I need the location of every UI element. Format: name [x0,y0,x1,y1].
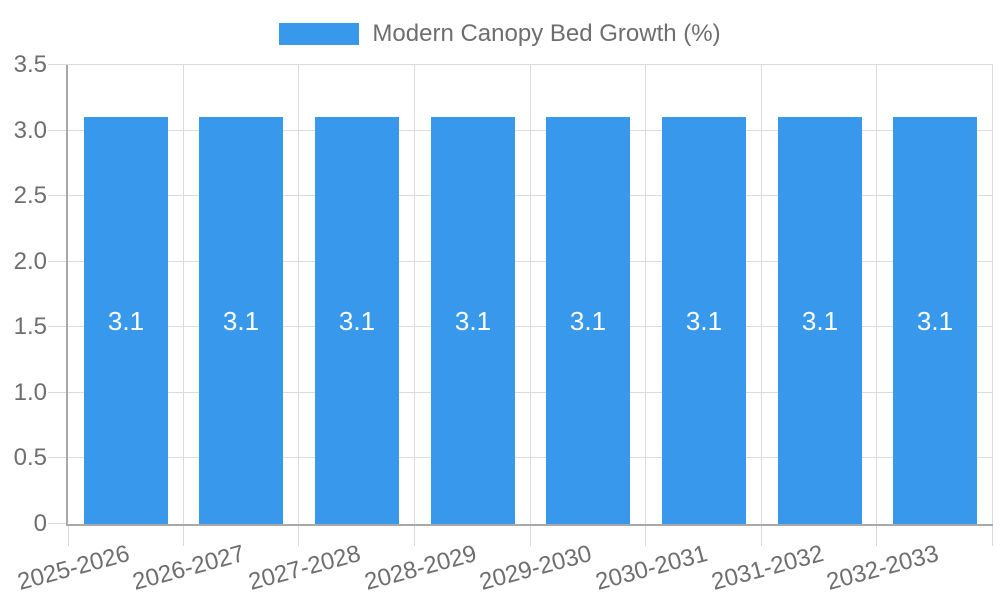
v-gridline [761,65,762,524]
y-tick-label: 3.5 [13,51,47,78]
bar-value-label: 3.1 [107,306,145,336]
y-tick-label: 2.0 [13,248,47,275]
bar-2032-2033[interactable] [893,117,977,524]
x-axis-line [66,524,993,526]
x-tick-label: 2032-2033 [823,540,942,596]
legend[interactable]: Modern Canopy Bed Growth (%) [0,21,1000,47]
x-tick-label: 2027-2028 [245,540,364,596]
bar-value-label: 3.1 [338,306,376,336]
y-axis-tick [48,261,68,262]
x-tick-label: 2028-2029 [361,540,480,596]
v-gridline [298,65,299,524]
x-axis-tick [414,526,415,546]
bar-value-label: 3.1 [685,306,723,336]
x-axis-tick [183,526,184,546]
bar-2025-2026[interactable] [84,117,168,524]
y-axis-tick [48,392,68,393]
bar-value-label: 3.1 [454,306,492,336]
y-tick-label: 1.0 [13,379,47,406]
x-axis-tick [298,526,299,546]
y-axis-tick [48,457,68,458]
bar-2027-2028[interactable] [315,117,399,524]
bar-2028-2029[interactable] [431,117,515,524]
y-tick-label: 0 [33,510,47,537]
x-tick-label: 2025-2026 [14,540,133,596]
x-axis-tick [645,526,646,546]
x-tick-label: 2030-2031 [592,540,711,596]
v-gridline [414,65,415,524]
x-tick-label: 2031-2032 [708,540,827,596]
bar-value-label: 3.1 [569,306,607,336]
x-axis-tick [876,526,877,546]
x-axis-tick [761,526,762,546]
h-gridline [68,64,993,65]
v-gridline [645,65,646,524]
bar-value-label: 3.1 [801,306,839,336]
x-axis-tick [68,526,69,546]
v-gridline [530,65,531,524]
y-tick-label: 0.5 [13,444,47,471]
plot-area: 0 0.5 1.0 1.5 2.0 2.5 3.0 3.5 3.1 2025-2026 3.1 202… [14,53,993,596]
x-tick-label: 2029-2030 [476,540,595,596]
y-axis-tick [48,64,68,65]
v-gridline [992,65,993,524]
y-axis-line [66,65,68,526]
y-tick-label: 2.5 [13,182,47,209]
bar-2031-2032[interactable] [778,117,862,524]
x-axis-tick [992,526,993,546]
x-axis-tick [530,526,531,546]
y-tick-label: 1.5 [13,313,47,340]
y-axis-tick [48,523,68,524]
v-gridline [183,65,184,524]
bar-2026-2027[interactable] [199,117,283,524]
y-axis-tick [48,326,68,327]
legend-label: Modern Canopy Bed Growth (%) [372,20,721,47]
x-tick-label: 2026-2027 [129,540,248,596]
y-axis-tick [48,130,68,131]
v-gridline [876,65,877,524]
legend-swatch [279,23,360,45]
bar-2030-2031[interactable] [662,117,746,524]
bar-2029-2030[interactable] [546,117,630,524]
y-tick-label: 3.0 [13,117,47,144]
bar-value-label: 3.1 [222,306,260,336]
y-axis-tick [48,195,68,196]
bar-value-label: 3.1 [916,306,954,336]
